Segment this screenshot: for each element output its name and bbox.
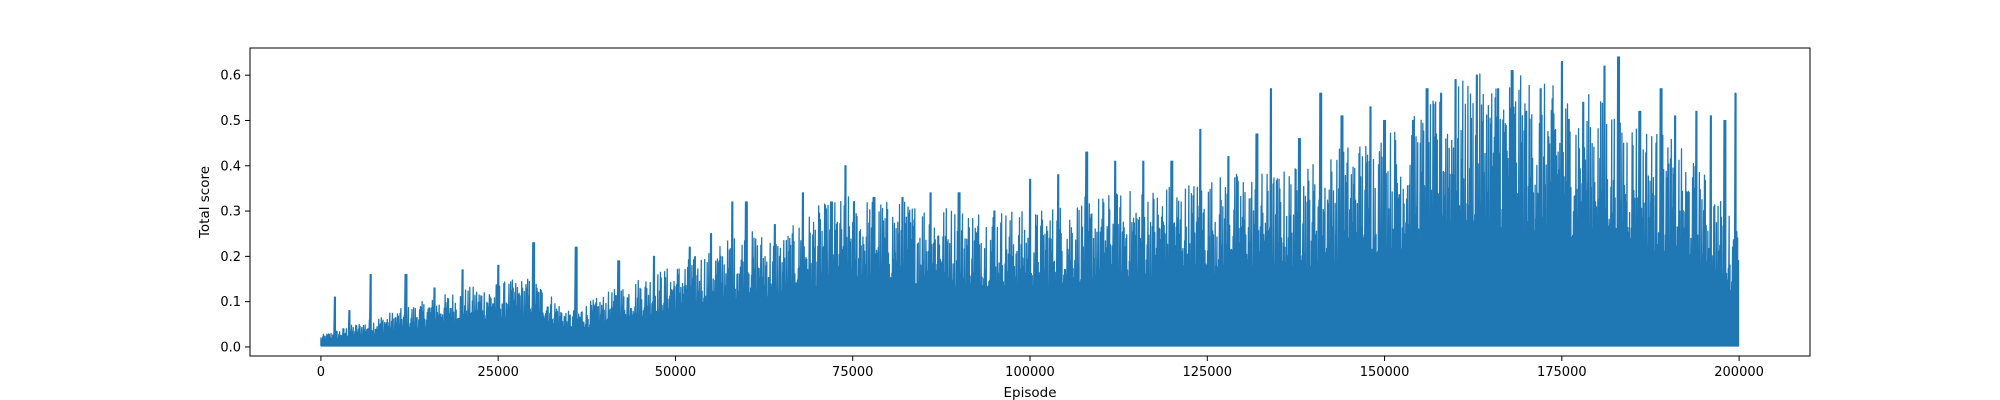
y-axis-label: Total score <box>197 166 213 239</box>
y-tick-label: 0.6 <box>220 69 241 84</box>
x-tick-label: 100000 <box>1005 365 1055 380</box>
x-tick-label: 25000 <box>478 365 519 380</box>
x-tick-label: 50000 <box>655 365 696 380</box>
y-tick-label: 0.0 <box>220 340 241 355</box>
y-tick-label: 0.1 <box>220 295 241 310</box>
x-tick-label: 150000 <box>1360 365 1410 380</box>
x-tick-label: 0 <box>317 365 325 380</box>
y-axis: 0.0 0.1 0.2 0.3 0.4 0.5 0.6 <box>220 69 250 355</box>
y-tick-label: 0.3 <box>220 205 241 220</box>
x-axis: 0 25000 50000 75000 100000 125000 150000 175000… <box>317 356 1764 380</box>
y-tick-label: 0.2 <box>220 250 241 265</box>
plot-series <box>320 56 1740 347</box>
y-tick-label: 0.5 <box>220 114 241 129</box>
x-tick-label: 125000 <box>1182 365 1232 380</box>
x-tick-label: 75000 <box>832 365 873 380</box>
x-tick-label: 200000 <box>1714 365 1764 380</box>
x-axis-label: Episode <box>1003 385 1056 400</box>
y-tick-label: 0.4 <box>220 159 241 174</box>
x-tick-label: 175000 <box>1537 365 1587 380</box>
series-line <box>320 56 1740 347</box>
